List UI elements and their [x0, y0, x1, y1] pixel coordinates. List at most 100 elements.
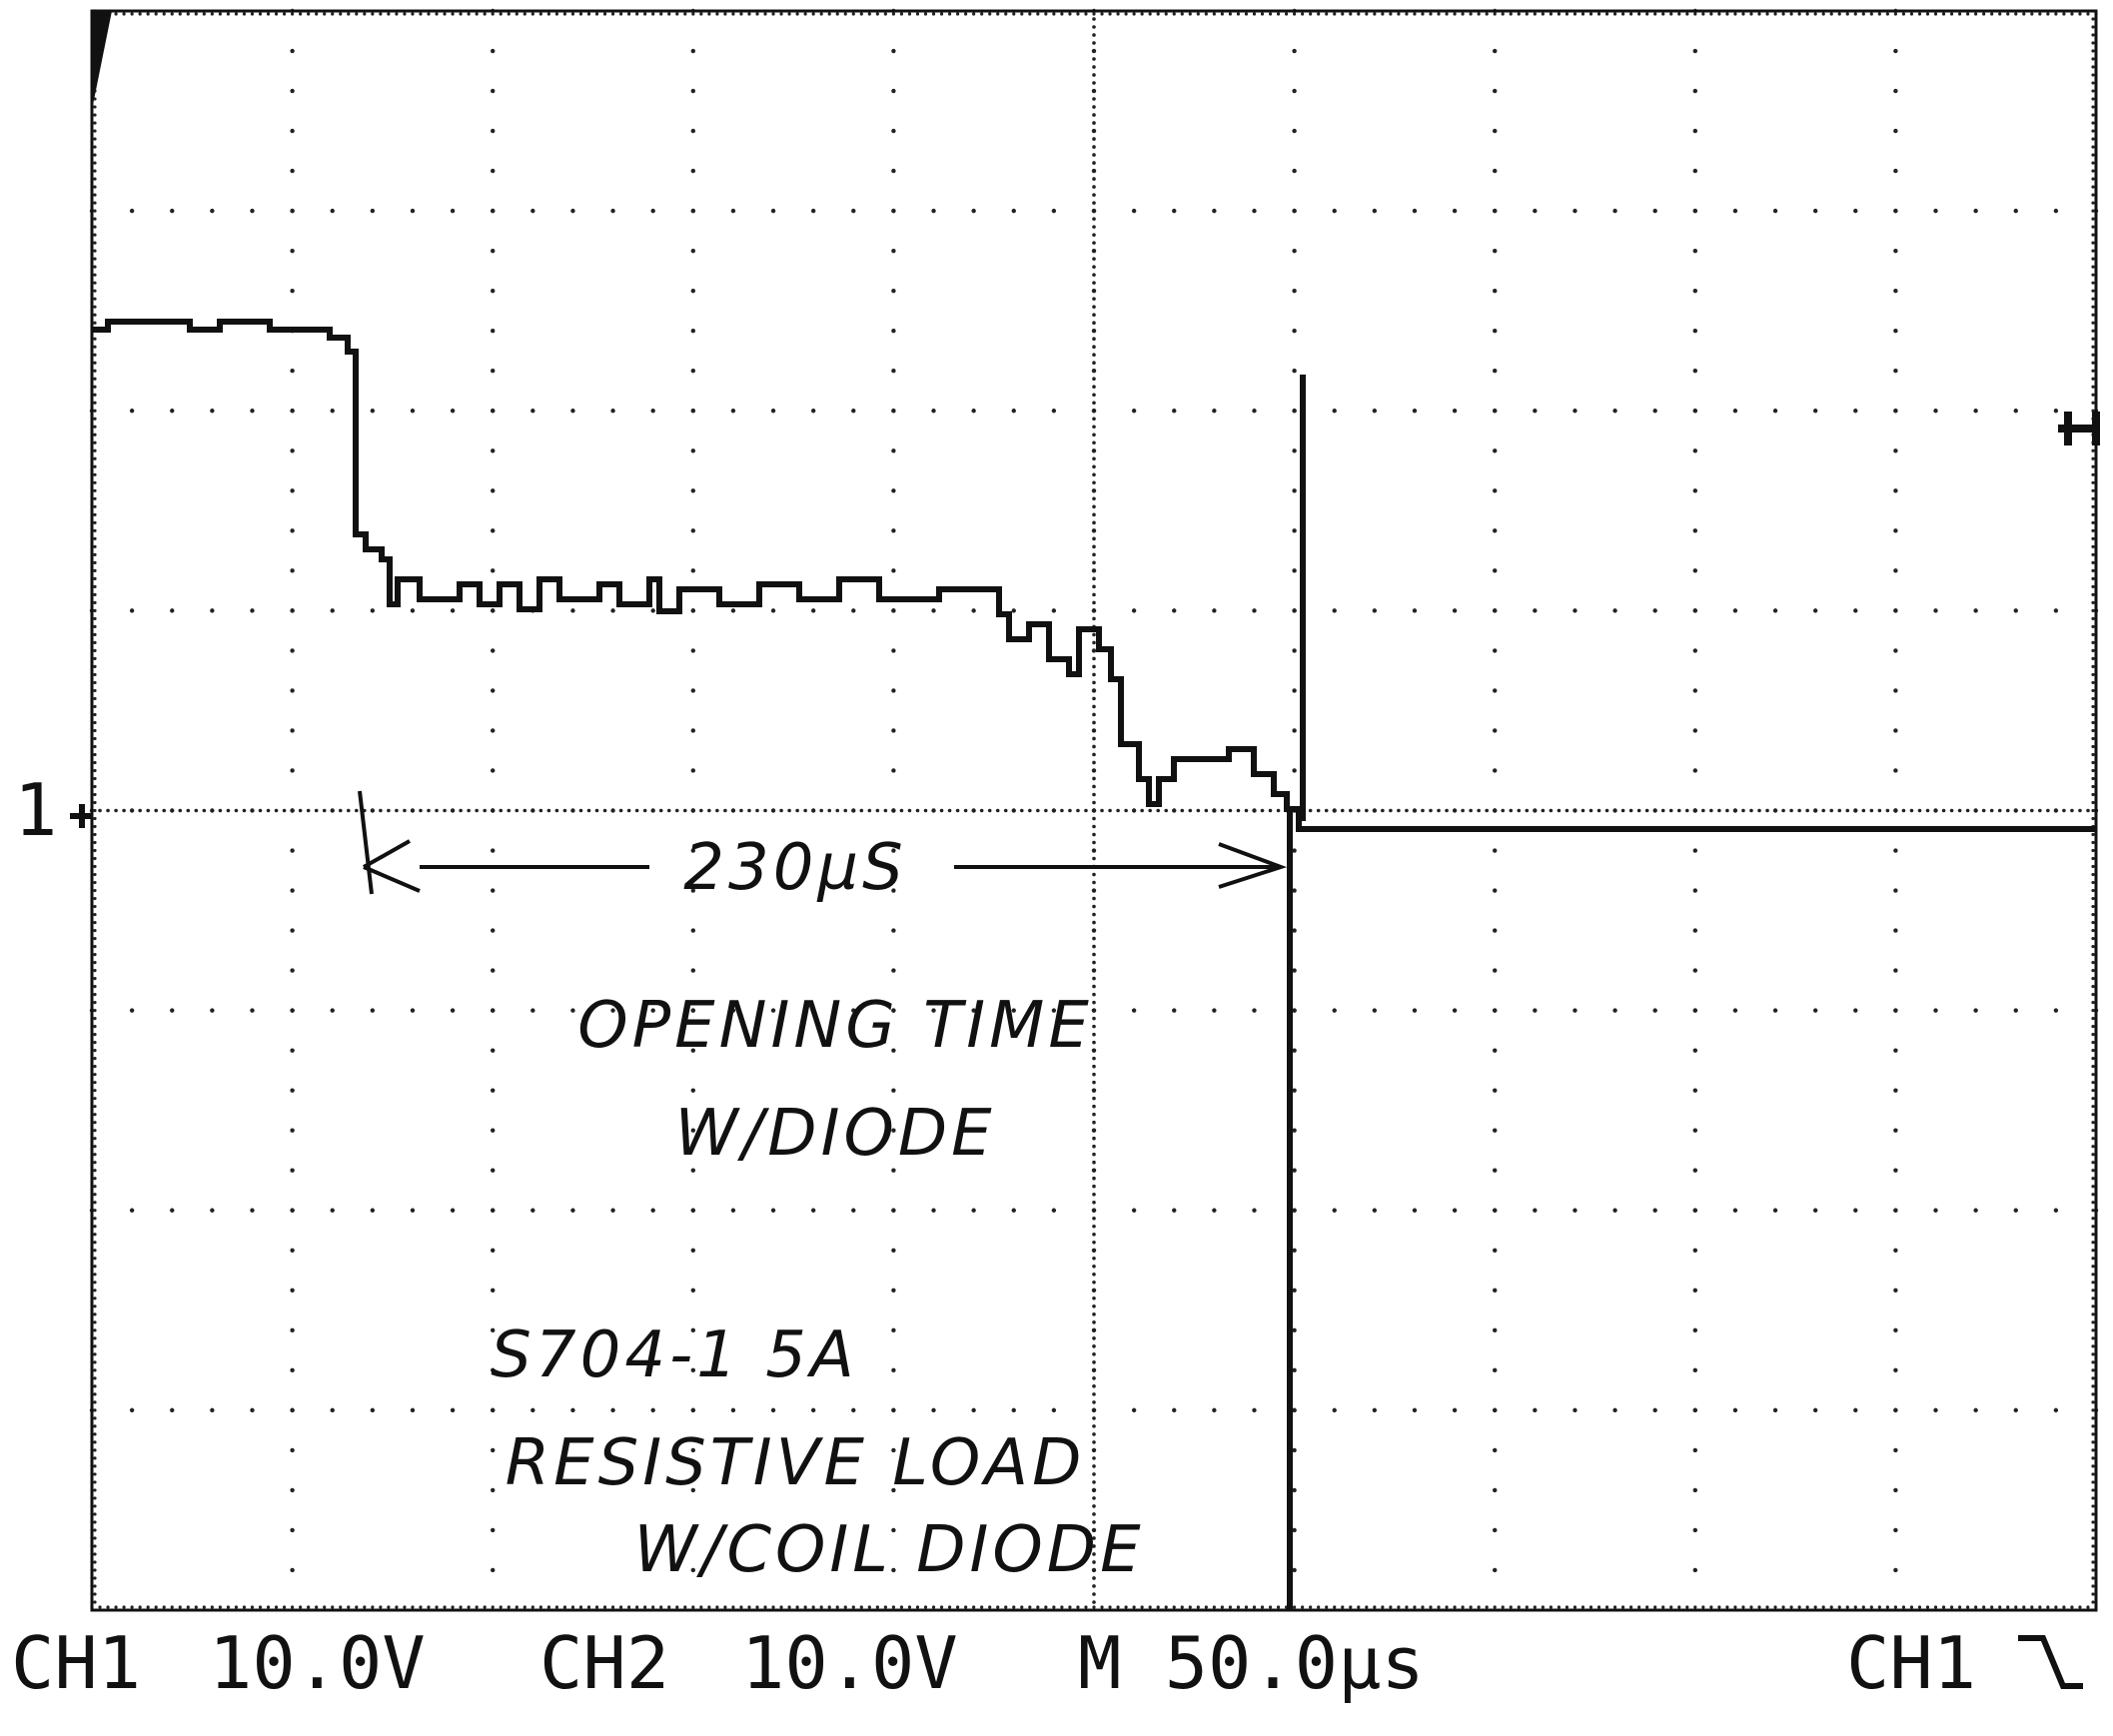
grid-dot: [93, 1488, 97, 1492]
grid-dot: [1893, 1407, 1898, 1413]
grid-dot: [1156, 808, 1160, 813]
grid-dot: [1669, 12, 1673, 16]
grid-dot: [891, 1128, 896, 1133]
grid-dot: [93, 824, 97, 829]
grid-dot: [1092, 1480, 1096, 1484]
grid-dot: [1228, 808, 1233, 813]
grid-dot: [2091, 1033, 2095, 1037]
grid-dot: [667, 12, 671, 16]
grid-dot: [129, 608, 135, 613]
grid-dot: [93, 1137, 97, 1141]
grid-dot: [1557, 12, 1561, 16]
grid-dot: [971, 1208, 976, 1213]
grid-dot: [291, 12, 295, 16]
grid-dot: [530, 409, 535, 414]
grid-dot: [93, 993, 97, 997]
grid-dot: [971, 808, 976, 813]
grid-dot: [1925, 12, 1930, 16]
grid-dot: [1445, 12, 1449, 16]
grid-dot: [1180, 12, 1184, 16]
grid-dot: [2091, 121, 2095, 125]
grid-dot: [1741, 12, 1745, 16]
grid-dot: [2091, 1304, 2095, 1308]
grid-dot: [93, 225, 97, 229]
grid-dot: [1893, 1048, 1898, 1053]
grid-dot: [93, 1376, 97, 1380]
grid-dot: [410, 208, 416, 214]
grid-dot: [2091, 464, 2095, 468]
grid-dot: [1268, 1605, 1273, 1609]
readout-label: CH1: [11, 1621, 141, 1705]
grid-dot: [1092, 656, 1096, 661]
grid-dot: [1220, 12, 1224, 16]
grid-dot: [1998, 1605, 2002, 1609]
grid-dot: [1645, 1605, 1649, 1609]
grid-dot: [2091, 353, 2095, 357]
grid-dot: [475, 12, 479, 16]
grid-dot: [93, 520, 97, 524]
grid-dot: [93, 1041, 97, 1045]
grid-dot: [403, 12, 407, 16]
grid-dot: [972, 12, 976, 16]
grid-dot: [1092, 968, 1096, 973]
grid-dot: [1893, 1248, 1898, 1253]
grid-dot: [1292, 288, 1297, 294]
grid-dot: [443, 12, 447, 16]
grid-dot: [1973, 1008, 1978, 1013]
grid-dot: [650, 1008, 655, 1013]
grid-dot: [1220, 808, 1225, 813]
grid-dot: [947, 1605, 952, 1609]
grid-dot: [1893, 288, 1898, 294]
grid-dot: [395, 1605, 399, 1609]
grid-dot: [450, 208, 456, 214]
grid-dot: [2091, 249, 2095, 253]
grid-dot: [1557, 808, 1562, 813]
grid-dot: [690, 1447, 695, 1453]
grid-dot: [1092, 345, 1096, 350]
grid-dot: [427, 1605, 431, 1609]
grid-dot: [435, 1605, 439, 1609]
grid-dot: [347, 12, 351, 16]
grid-dot: [1493, 968, 1498, 973]
grid-dot: [1292, 968, 1297, 973]
grid-dot: [2030, 12, 2034, 16]
grid-dot: [93, 1304, 97, 1308]
grid-dot: [586, 12, 591, 16]
grid-dot: [290, 848, 295, 853]
grid-dot: [1692, 1208, 1698, 1213]
grid-dot: [435, 12, 439, 16]
grid-dot: [2091, 944, 2095, 949]
grid-dot: [1493, 1048, 1498, 1053]
grid-dot: [1452, 1208, 1458, 1213]
grid-dot: [307, 1605, 311, 1609]
grid-dot: [491, 168, 496, 174]
grid-dot: [491, 1327, 496, 1333]
grid-dot: [499, 12, 503, 16]
grid-dot: [1389, 1605, 1393, 1609]
grid-dot: [1092, 1000, 1096, 1005]
grid-dot: [690, 1048, 695, 1053]
grid-dot: [1893, 369, 1898, 374]
grid-dot: [1236, 1605, 1241, 1609]
grid-dot: [411, 808, 415, 813]
grid-dot: [2091, 1432, 2095, 1436]
grid-dot: [93, 1193, 97, 1197]
grid-dot: [2091, 600, 2095, 604]
grid-dot: [1645, 12, 1649, 16]
grid-dot: [1092, 249, 1096, 253]
grid-dot: [170, 409, 175, 414]
grid-dot: [1989, 808, 1994, 813]
grid-dot: [643, 12, 647, 16]
grid-dot: [1853, 1605, 1857, 1609]
grid-dot: [1292, 1487, 1297, 1493]
grid-dot: [1717, 12, 1721, 16]
grid-dot: [1292, 928, 1297, 933]
grid-dot: [266, 1605, 271, 1609]
grid-dot: [2091, 1344, 2095, 1348]
grid-dot: [1973, 409, 1978, 414]
grid-dot: [93, 752, 97, 757]
grid-dot: [2091, 840, 2095, 845]
grid-dot: [1869, 808, 1874, 813]
grid-dot: [1092, 1560, 1096, 1564]
grid-dot: [1076, 1605, 1080, 1609]
